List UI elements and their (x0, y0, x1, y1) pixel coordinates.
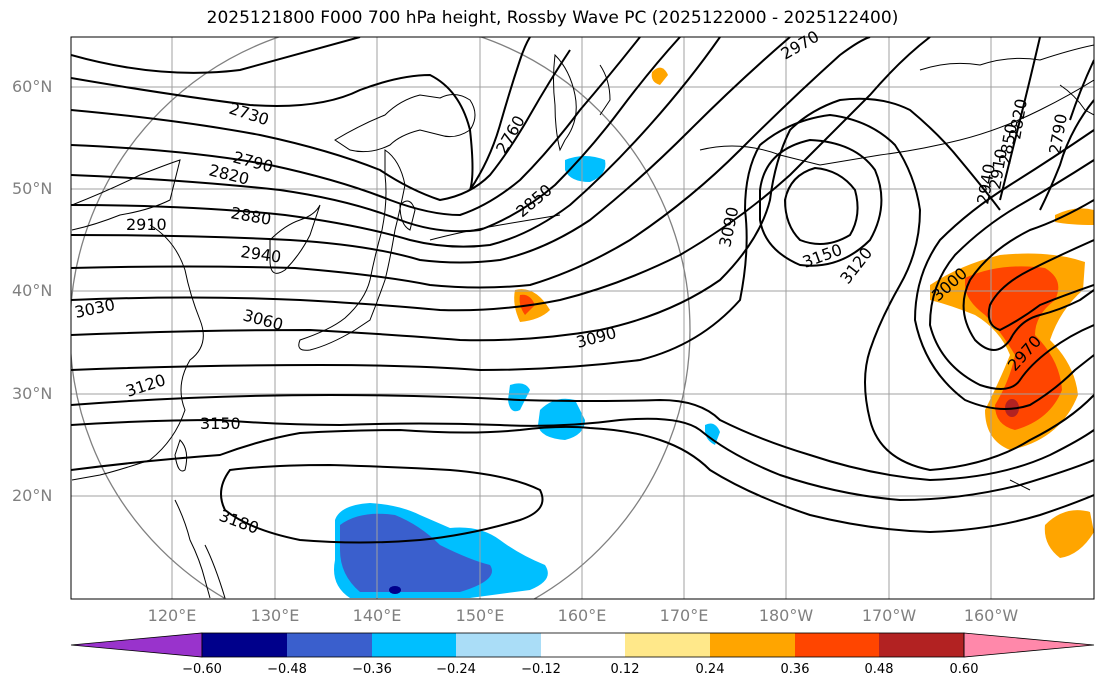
map-title: 2025121800 F000 700 hPa height, Rossby W… (206, 8, 899, 28)
colorbar-bin (372, 633, 456, 657)
contour-labels: 2730 2790 2820 2910 2880 2940 3030 3060 … (73, 27, 1071, 538)
colorbar-frame (201, 632, 965, 658)
lon-label: 130°E (250, 606, 300, 625)
colorbar-label: −0.12 (521, 662, 561, 677)
contour-label: 2850 (512, 180, 555, 221)
colorbar-over (963, 632, 1095, 658)
colorbar-bin (541, 633, 625, 657)
lat-label: 30°N (12, 384, 53, 403)
colorbar-bin (879, 633, 964, 657)
contour-label: 3150 (800, 240, 845, 272)
contour-label: 2910 (126, 215, 167, 234)
lat-label: 50°N (12, 179, 53, 198)
lat-label: 60°N (12, 77, 53, 96)
lon-label: 150°E (455, 606, 505, 625)
lon-label: 140°E (352, 606, 402, 625)
colorbar-bin (710, 633, 795, 657)
lon-label: 120°E (147, 606, 197, 625)
colorbar-label: 0.36 (780, 662, 810, 677)
lon-label: 160°E (557, 606, 607, 625)
colorbar (70, 632, 1095, 658)
colorbar-label: −0.60 (182, 662, 222, 677)
colorbar-label: −0.36 (352, 662, 392, 677)
colorbar-label: −0.24 (436, 662, 476, 677)
contour-label: 2940 (239, 242, 282, 266)
lon-label: 160°W (963, 606, 1019, 625)
colorbar-label: 0.48 (864, 662, 894, 677)
colorbar-label: −0.48 (267, 662, 307, 677)
height-contours (71, 37, 1094, 544)
map-frame (70, 36, 1095, 600)
lon-label: 170°E (659, 606, 709, 625)
contour-label: 3150 (200, 414, 241, 433)
colorbar-label: 0.12 (610, 662, 640, 677)
region-circle (71, 37, 691, 599)
contour-label: 2970 (778, 27, 823, 64)
contour-label: 3180 (217, 506, 262, 538)
contour-label: 2940 (973, 162, 999, 205)
contour-label: 3090 (715, 205, 742, 249)
contour-label: 3090 (574, 323, 618, 352)
lon-label: 170°W (861, 606, 917, 625)
lon-label: 180°W (758, 606, 814, 625)
colorbar-bin (202, 633, 287, 657)
colorbar-bin (625, 633, 710, 657)
lat-label: 40°N (12, 281, 53, 300)
colorbar-under (70, 632, 203, 658)
colorbar-bin (287, 633, 372, 657)
contour-label: 3120 (123, 370, 168, 401)
colorbar-label: 0.24 (695, 662, 725, 677)
colorbar-bin (456, 633, 541, 657)
colorbar-label: 0.60 (949, 662, 979, 677)
contour-label: 2880 (229, 203, 272, 229)
contour-label: 3120 (836, 244, 876, 288)
colorbar-bin (795, 633, 879, 657)
contour-label: 2730 (227, 99, 272, 130)
graticule (71, 37, 1094, 599)
lat-label: 20°N (12, 486, 53, 505)
